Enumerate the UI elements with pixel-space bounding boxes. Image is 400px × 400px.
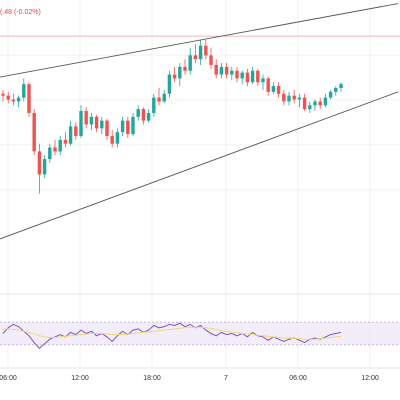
- candle-body: [240, 72, 244, 79]
- candle-body: [58, 139, 62, 152]
- candle-body: [214, 64, 218, 75]
- candle-body: [256, 70, 260, 83]
- candle-body: [74, 126, 78, 136]
- candle-body: [261, 78, 265, 83]
- candle-body: [63, 139, 68, 144]
- candle-body: [152, 97, 156, 113]
- candle-body: [334, 88, 338, 92]
- candle-body: [172, 74, 177, 79]
- candle-body: [84, 111, 88, 125]
- candle-body: [136, 109, 140, 117]
- rsi-line: [2, 322, 342, 350]
- x-axis-tick-label: 12:00: [71, 375, 89, 382]
- candle-body: [32, 112, 36, 152]
- candle-body: [198, 45, 203, 60]
- candle-body: [188, 55, 192, 71]
- candle-body: [245, 72, 250, 83]
- candle-body: [22, 84, 26, 98]
- trendline-lower: [0, 91, 399, 240]
- candle-body: [146, 112, 151, 121]
- candle-body: [131, 116, 135, 135]
- candle-body: [120, 120, 125, 133]
- rsi-ma-line: [3, 326, 342, 340]
- candle-body: [162, 93, 166, 102]
- candle-body: [282, 93, 286, 102]
- candle-body: [271, 86, 276, 92]
- candle-body: [141, 109, 146, 121]
- candle-body: [16, 97, 21, 102]
- candle-body: [115, 132, 120, 144]
- candle-body: [94, 116, 99, 129]
- candle-body: [308, 105, 312, 110]
- candle-body: [89, 116, 94, 125]
- candle-body: [318, 101, 322, 106]
- candle-body: [48, 147, 52, 160]
- x-axis-tick-label: 7: [224, 375, 228, 382]
- candle-body: [266, 78, 270, 92]
- candle-body: [6, 95, 10, 100]
- rsi-band: [0, 322, 400, 345]
- candle-body: [42, 159, 47, 175]
- candle-body: [183, 66, 187, 71]
- candle-body: [224, 66, 229, 75]
- candle-body: [11, 99, 16, 102]
- candle-body: [276, 86, 281, 94]
- candle-body: [178, 66, 182, 79]
- candle-body: [313, 101, 317, 106]
- candle-body: [1, 93, 5, 96]
- candle-body: [126, 120, 130, 135]
- candle-body: [110, 136, 114, 144]
- candle-body: [193, 55, 198, 60]
- candle-body: [100, 120, 104, 129]
- candle-body: [79, 111, 83, 136]
- candle-body: [167, 74, 172, 94]
- candle-body: [297, 97, 302, 100]
- price-change-readout: (.48 (-0.02%): [0, 9, 41, 16]
- x-axis-tick-label: 06:00: [0, 375, 17, 382]
- candle-body: [339, 84, 343, 88]
- x-axis-tick-label: 12:00: [361, 375, 379, 382]
- candle-body: [37, 151, 42, 175]
- candle-body: [302, 97, 307, 110]
- candle-body: [105, 120, 109, 136]
- candle-body: [287, 95, 291, 102]
- x-axis-tick-label: 18:00: [143, 375, 161, 382]
- candle-body: [250, 70, 255, 83]
- candle-body: [157, 97, 161, 102]
- candle-body: [68, 126, 73, 144]
- candle-body: [235, 70, 239, 79]
- candle-body: [292, 95, 296, 100]
- candle-body: [323, 97, 328, 106]
- candle-body: [204, 45, 208, 56]
- candle-body: [230, 70, 234, 75]
- candle-body: [209, 55, 213, 65]
- candle-body: [53, 147, 57, 152]
- candle-body: [219, 66, 224, 75]
- x-axis-tick-label: 06:00: [289, 375, 307, 382]
- trendline-upper: [0, 3, 399, 78]
- candle-body: [27, 84, 31, 113]
- candle-body: [328, 91, 333, 98]
